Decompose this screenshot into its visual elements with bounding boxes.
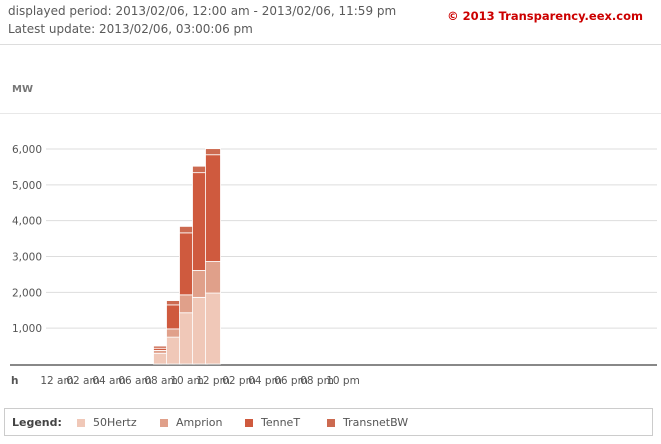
x-tick-label: 12 am	[40, 375, 73, 387]
legend-swatch-tennet	[245, 419, 253, 427]
legend-swatch-transnetbw	[327, 419, 335, 427]
x-tick-label: 06 pm	[274, 375, 308, 387]
legend-label-transnetbw: TransnetBW	[343, 416, 409, 429]
x-tick-label: 04 am	[92, 375, 125, 387]
y-axis-unit-label: MW	[12, 84, 33, 95]
y-tick-label: 1,000	[12, 323, 42, 335]
bar-segment-50hertz	[205, 292, 221, 365]
x-tick-label: 08 am	[144, 375, 177, 387]
bar-segment-amprion	[205, 261, 221, 294]
unit-divider	[0, 113, 661, 114]
legend-label-tennet: TenneT	[261, 416, 301, 429]
legend: Legend: 50Hertz Amprion TenneT TransnetB…	[4, 408, 653, 436]
y-tick-label: 2,000	[12, 287, 42, 299]
x-tick-label: 02 am	[66, 375, 99, 387]
latest-update-text: Latest update: 2013/02/06, 03:00:06 pm	[8, 22, 253, 36]
bar-segment-transnetbw	[205, 148, 221, 156]
displayed-period-text: displayed period: 2013/02/06, 12:00 am -…	[8, 4, 397, 18]
y-tick-label: 4,000	[12, 216, 42, 228]
x-tick-label: 12 pm	[196, 375, 230, 387]
x-tick-label: 04 pm	[248, 375, 282, 387]
legend-swatch-50hertz	[77, 419, 85, 427]
chart-header: displayed period: 2013/02/06, 12:00 am -…	[0, 0, 661, 44]
y-tick-label: 5,000	[12, 180, 42, 192]
legend-swatch-amprion	[160, 419, 168, 427]
y-tick-label: 6,000	[12, 144, 42, 156]
x-axis-title: h	[11, 375, 18, 387]
x-tick-label: 02 pm	[222, 375, 256, 387]
header-divider	[0, 44, 661, 45]
legend-title: Legend:	[12, 416, 62, 429]
x-tick-label: 10 pm	[326, 375, 360, 387]
x-tick-label: 10 am	[170, 375, 203, 387]
bar-segment-tennet	[205, 154, 221, 262]
copyright-text: © 2013 Transparency.eex.com	[447, 9, 643, 23]
legend-label-50hertz: 50Hertz	[93, 416, 137, 429]
legend-label-amprion: Amprion	[176, 416, 223, 429]
y-tick-label: 3,000	[12, 252, 42, 264]
x-tick-label: 08 pm	[300, 375, 334, 387]
x-tick-label: 06 am	[118, 375, 151, 387]
